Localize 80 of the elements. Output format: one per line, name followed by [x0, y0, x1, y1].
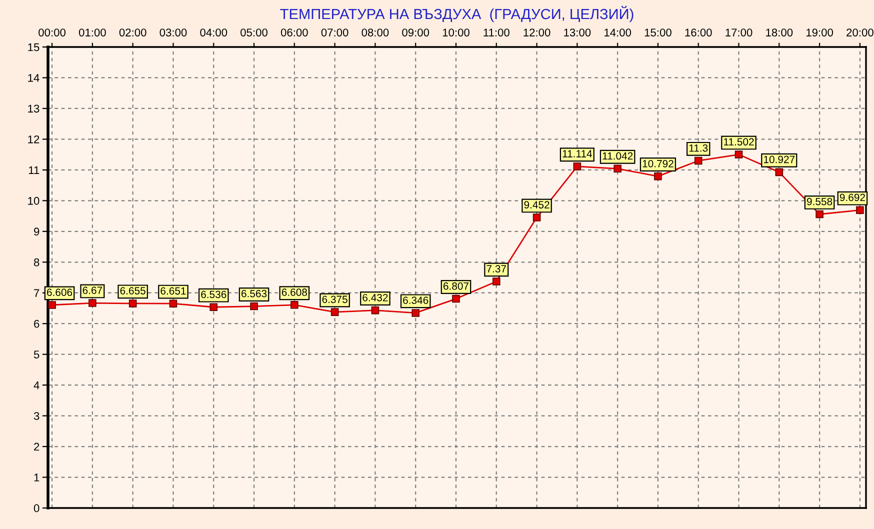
point	[856, 206, 864, 214]
data-label: 9.452	[524, 201, 550, 209]
point	[775, 168, 784, 176]
point	[614, 164, 622, 173]
y-tick-label: 10	[28, 196, 40, 205]
x-tick-label: 05:00	[240, 28, 268, 36]
data-label: 6.655	[120, 287, 146, 294]
y-tick-label: 2	[34, 442, 40, 451]
y-tick-label: 11	[28, 166, 40, 174]
point	[734, 150, 743, 158]
data-label: 10.792	[642, 160, 674, 168]
data-label: 9.558	[807, 198, 832, 206]
x-tick-label: 07:00	[321, 28, 348, 36]
x-tick-label: 17:00	[726, 28, 752, 36]
point	[452, 294, 460, 303]
point	[210, 303, 218, 312]
data-label: 6.67	[82, 286, 102, 294]
point	[48, 301, 56, 309]
data-label: 6.536	[201, 290, 226, 298]
point	[573, 162, 582, 170]
point	[371, 306, 380, 314]
data-label: 11.3	[689, 144, 708, 152]
point	[88, 299, 96, 307]
y-tick-label: 14	[28, 74, 40, 82]
x-tick-label: 18:00	[766, 28, 793, 36]
point	[169, 300, 178, 308]
data-label: 6.432	[362, 294, 388, 302]
data-label: 6.807	[443, 282, 468, 290]
x-tick-label: 03:00	[160, 28, 187, 36]
y-tick-label: 1	[34, 474, 40, 482]
y-tick-label: 12	[28, 135, 40, 144]
data-label: 7.37	[486, 265, 506, 272]
point	[330, 308, 339, 316]
x-tick-label: 04:00	[200, 28, 228, 36]
y-tick-label: 0	[34, 504, 40, 512]
data-label: 9.692	[840, 194, 865, 202]
data-label: 11.502	[724, 138, 754, 146]
point	[654, 172, 662, 180]
x-tick-label: 06:00	[280, 28, 308, 36]
y-tick-label: 13	[28, 104, 40, 113]
x-tick-label: 01:00	[78, 28, 106, 36]
point	[694, 156, 702, 165]
data-label: 6.651	[160, 287, 186, 295]
point	[128, 300, 137, 308]
y-tick-label: 15	[28, 43, 40, 52]
x-tick-label: 15:00	[644, 28, 672, 36]
y-tick-label: 6	[34, 320, 40, 328]
x-tick-label: 13:00	[564, 28, 591, 36]
y-tick-label: 5	[34, 350, 40, 358]
point	[492, 278, 500, 286]
point	[290, 301, 298, 309]
data-label: 6.563	[242, 290, 267, 298]
point	[412, 309, 420, 317]
x-tick-label: 02:00	[119, 28, 146, 36]
x-tick-label: 12:00	[524, 28, 550, 36]
point	[816, 210, 824, 218]
x-tick-label: 08:00	[362, 28, 389, 36]
y-tick-label: 9	[34, 228, 40, 236]
data-label: 10.927	[764, 156, 795, 164]
x-tick-label: 19:00	[806, 28, 834, 36]
data-label: 6.608	[282, 288, 307, 296]
x-tick-label: 20:00	[846, 28, 874, 36]
data-label: 6.346	[403, 296, 428, 304]
y-tick-label: 8	[34, 258, 40, 266]
point	[250, 302, 258, 310]
data-label: 6.375	[322, 296, 348, 304]
data-label: 11.042	[602, 152, 633, 160]
data-label: 11.114	[562, 150, 592, 158]
x-tick-label: 00:00	[38, 28, 66, 36]
y-tick-label: 7	[34, 289, 40, 297]
y-tick-label: 4	[34, 381, 40, 390]
x-tick-label: 11:00	[484, 28, 510, 36]
chart-title: ТЕМПЕРАТУРА НА ВЪЗДУХА (ГРАДУСИ, ЦЕЛЗИЙ)	[280, 6, 634, 22]
x-tick-label: 09:00	[402, 28, 430, 36]
x-tick-label: 14:00	[604, 28, 632, 36]
x-tick-label: 16:00	[685, 28, 712, 36]
y-tick-label: 3	[34, 412, 40, 420]
data-label: 6.606	[47, 288, 72, 296]
point	[532, 214, 541, 222]
x-tick-label: 10:00	[442, 28, 470, 36]
